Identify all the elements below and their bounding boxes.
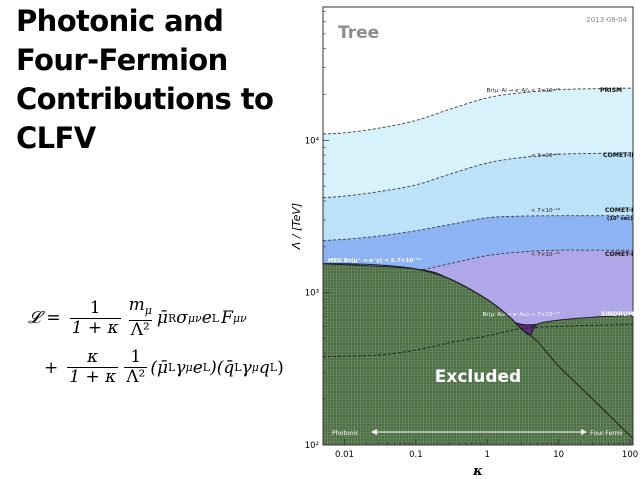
arrow-label-photonic: Photonic (332, 430, 359, 437)
band-limit-2: < 7×10⁻¹⁶ (531, 207, 561, 214)
excluded-hatch (323, 263, 633, 445)
formula-equals: = (46, 308, 61, 328)
band-name-2: COMET-I (605, 207, 633, 214)
title-line-4: CLFV (16, 121, 96, 155)
slide-title: Photonic and Four-Fermion Contributions … (16, 2, 306, 158)
excluded-region-label: Excluded (435, 367, 521, 387)
arrow-label-four-fermi: Four-Fermi (590, 430, 623, 437)
band-limit-3: < 7×10⁻¹⁵ (531, 251, 560, 258)
plot-frame (322, 6, 634, 446)
y-tick-label-1: 10³ (305, 289, 319, 299)
excluded-dashed-guide (323, 323, 633, 358)
formula-lhs: 𝓛 (28, 308, 41, 328)
band-boundary-0 (323, 87, 633, 135)
formula-fraction-mass: mμ Λ² (128, 295, 152, 340)
band-boundary-2 (323, 215, 633, 241)
formula-fraction-1: 1 1 + κ (69, 297, 121, 338)
plot-area (323, 7, 633, 445)
band-name-4: SINDRUM II (601, 311, 640, 318)
x-tick-label-3: 10 (553, 450, 564, 460)
band-name-1: COMET-II (603, 152, 634, 159)
x-axis-label: κ (472, 464, 483, 479)
band-limit-0: Br(μ⁻Al → e⁻Al) < 7×10⁻¹⁹ (487, 87, 561, 94)
formula-fraction-2: κ 1 + κ (67, 347, 119, 387)
x-tick-label-2: 1 (485, 450, 490, 460)
y-axis-label: Λ / [TeV] (290, 203, 303, 250)
y-tick-label-2: 10⁴ (305, 136, 320, 146)
panel-label: Tree (338, 23, 379, 43)
band-limit-1: < 3×10⁻¹⁷ (531, 152, 560, 159)
y-tick-label-0: 10² (305, 441, 319, 451)
band-limit-4: Br(μ⁻Au → e⁻Au) < 7×10⁻¹³ (483, 311, 560, 318)
band-name-3: COMET-I (605, 251, 633, 258)
x-tick-label-0: 0.01 (335, 450, 354, 460)
meg-limit-label: MEG Br(μ⁺ → e⁺γ) < 5.7×10⁻¹³ (328, 257, 422, 264)
formula-fraction-3: 1 Λ² (124, 347, 148, 387)
band-boundary-1 (323, 152, 633, 199)
x-tick-label-4: 100 (622, 450, 638, 460)
band-note-2: (10⁷ sec) (607, 216, 633, 222)
formula-plus: + (44, 357, 59, 378)
title-line-2: Four-Fermion (16, 43, 228, 77)
chart-date: 2013-08-04 (586, 16, 627, 24)
x-tick-label-1: 0.1 (409, 450, 423, 460)
title-line-3: Contributions to (16, 82, 274, 116)
title-line-1: Photonic and (16, 4, 224, 38)
band-name-0: PRISM (600, 87, 622, 94)
meg-limit-line (323, 263, 633, 440)
